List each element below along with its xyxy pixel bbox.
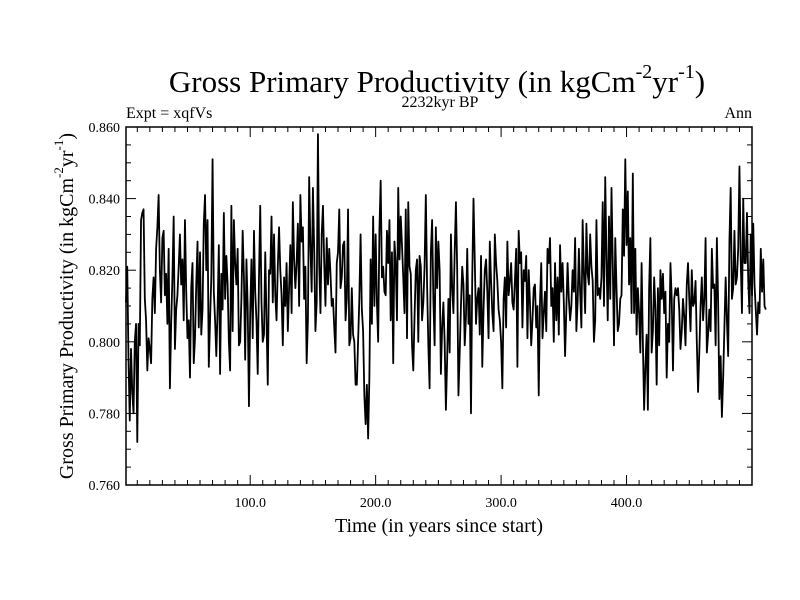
y-tick-label: 0.840 — [89, 193, 121, 208]
subtitle-center: 2232kyr BP — [402, 94, 479, 111]
subtitle-right: Ann — [724, 105, 752, 122]
y-tick-label: 0.760 — [89, 479, 121, 494]
y-axis-label: Gross Primary Productivity (in kgCm-2yr-… — [51, 133, 78, 479]
y-tick-label: 0.800 — [89, 336, 121, 351]
x-axis-label: Time (in years since start) — [335, 515, 543, 537]
x-tick-label: 200.0 — [360, 496, 392, 511]
y-ticks: 0.760 0.780 0.800 0.820 0.840 0.860 — [89, 121, 752, 494]
x-tick-label: 300.0 — [485, 496, 517, 511]
subtitle-left: Expt = xqfVs — [126, 105, 212, 122]
y-tick-label: 0.860 — [89, 121, 121, 136]
x-tick-label: 400.0 — [611, 496, 643, 511]
x-tick-label: 100.0 — [234, 496, 266, 511]
y-tick-label: 0.820 — [89, 264, 121, 279]
x-ticks: 100.0 200.0 300.0 400.0 — [136, 127, 740, 511]
y-tick-label: 0.780 — [89, 407, 121, 422]
series-line — [125, 133, 767, 443]
chart-title: Gross Primary Productivity (in kgCm-2yr-… — [169, 61, 705, 99]
